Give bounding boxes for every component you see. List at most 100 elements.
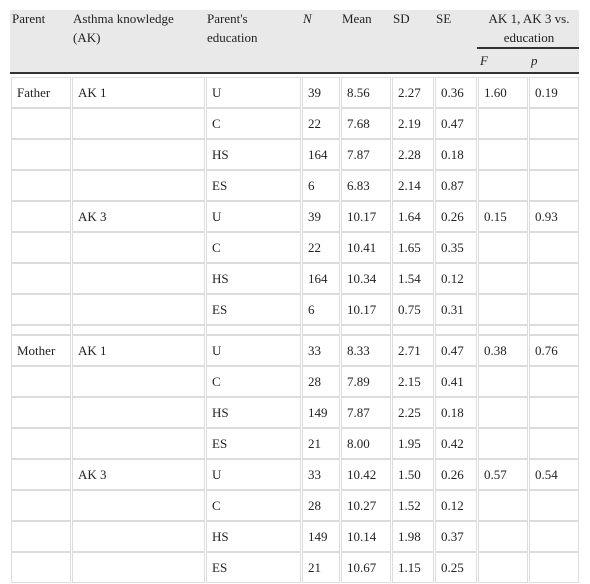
- empty-cell: [478, 263, 528, 294]
- table-cell: 2.15: [392, 366, 434, 397]
- table-cell: C: [206, 490, 301, 521]
- table-cell: 0.42: [435, 428, 477, 459]
- table-cell: AK 3: [72, 201, 205, 232]
- table-cell: 0.12: [435, 263, 477, 294]
- table-cell: 0.41: [435, 366, 477, 397]
- table-cell: HS: [206, 521, 301, 552]
- header-cell: Parent: [12, 11, 46, 26]
- table-cell: HS: [206, 263, 301, 294]
- table-cell: 39: [302, 77, 340, 108]
- table-cell: 1.15: [392, 552, 434, 583]
- empty-cell: [72, 428, 205, 459]
- header-cell: SD: [393, 11, 410, 26]
- table-cell: 0.93: [529, 201, 579, 232]
- table-cell: 10.17: [341, 294, 391, 325]
- table-cell: 2.19: [392, 108, 434, 139]
- table-cell: 0.36: [435, 77, 477, 108]
- empty-cell: [529, 521, 579, 552]
- table-cell: 7.87: [341, 139, 391, 170]
- header-cell: N: [303, 11, 312, 26]
- table-cell: U: [206, 335, 301, 366]
- table-cell: 0.25: [435, 552, 477, 583]
- table-cell: 1.52: [392, 490, 434, 521]
- empty-cell: [478, 139, 528, 170]
- table-cell: 0.38: [478, 335, 528, 366]
- table-cell: ES: [206, 552, 301, 583]
- table-cell: 10.14: [341, 521, 391, 552]
- table-cell: 8.56: [341, 77, 391, 108]
- table-cell: 164: [302, 263, 340, 294]
- header-cell: F: [480, 53, 488, 68]
- empty-cell: [529, 428, 579, 459]
- table-cell: U: [206, 459, 301, 490]
- table-cell: 149: [302, 397, 340, 428]
- empty-cell: [11, 397, 71, 428]
- table-cell: 0.54: [529, 459, 579, 490]
- table-cell: 0.47: [435, 335, 477, 366]
- table-cell: AK 1: [72, 77, 205, 108]
- table-cell: 2.25: [392, 397, 434, 428]
- empty-cell: [478, 490, 528, 521]
- header-cell: SE: [436, 11, 452, 26]
- empty-cell: [302, 325, 340, 335]
- table-cell: 0.26: [435, 201, 477, 232]
- empty-cell: [529, 397, 579, 428]
- table-cell: 0.57: [478, 459, 528, 490]
- table-cell: 1.95: [392, 428, 434, 459]
- table-cell: 0.37: [435, 521, 477, 552]
- group-rule: [477, 47, 579, 49]
- table-cell: 0.26: [435, 459, 477, 490]
- header-cell: Asthma knowledge (AK): [73, 11, 174, 45]
- table-cell: 0.87: [435, 170, 477, 201]
- table-cell: 0.35: [435, 232, 477, 263]
- empty-cell: [72, 294, 205, 325]
- empty-cell: [529, 490, 579, 521]
- table-cell: 10.17: [341, 201, 391, 232]
- empty-cell: [72, 490, 205, 521]
- table-cell: 0.19: [529, 77, 579, 108]
- table-cell: 6: [302, 294, 340, 325]
- empty-cell: [11, 170, 71, 201]
- table-cell: 10.67: [341, 552, 391, 583]
- table-cell: 10.42: [341, 459, 391, 490]
- empty-cell: [529, 294, 579, 325]
- table-cell: 164: [302, 139, 340, 170]
- empty-cell: [529, 263, 579, 294]
- table-cell: Father: [11, 77, 71, 108]
- table-cell: 33: [302, 459, 340, 490]
- table-cell: ES: [206, 170, 301, 201]
- table-cell: 21: [302, 552, 340, 583]
- empty-cell: [478, 294, 528, 325]
- empty-cell: [11, 490, 71, 521]
- table-cell: 0.31: [435, 294, 477, 325]
- empty-cell: [72, 366, 205, 397]
- empty-cell: [11, 139, 71, 170]
- empty-cell: [72, 552, 205, 583]
- header-cell: p: [531, 53, 538, 68]
- table-cell: 1.65: [392, 232, 434, 263]
- empty-cell: [478, 232, 528, 263]
- empty-cell: [478, 397, 528, 428]
- table-cell: 149: [302, 521, 340, 552]
- table-cell: 7.89: [341, 366, 391, 397]
- header-cell: Mean: [342, 11, 372, 26]
- table-cell: 2.27: [392, 77, 434, 108]
- empty-cell: [529, 139, 579, 170]
- empty-cell: [11, 459, 71, 490]
- table-cell: 8.33: [341, 335, 391, 366]
- table-cell: 7.68: [341, 108, 391, 139]
- empty-cell: [529, 170, 579, 201]
- empty-cell: [11, 232, 71, 263]
- empty-cell: [72, 521, 205, 552]
- empty-cell: [478, 552, 528, 583]
- empty-cell: [206, 325, 301, 335]
- table-cell: 1.98: [392, 521, 434, 552]
- empty-cell: [341, 325, 391, 335]
- table-cell: 0.18: [435, 397, 477, 428]
- table-cell: C: [206, 366, 301, 397]
- header-rule: [10, 72, 579, 74]
- table-cell: 22: [302, 232, 340, 263]
- empty-cell: [529, 366, 579, 397]
- table-cell: U: [206, 201, 301, 232]
